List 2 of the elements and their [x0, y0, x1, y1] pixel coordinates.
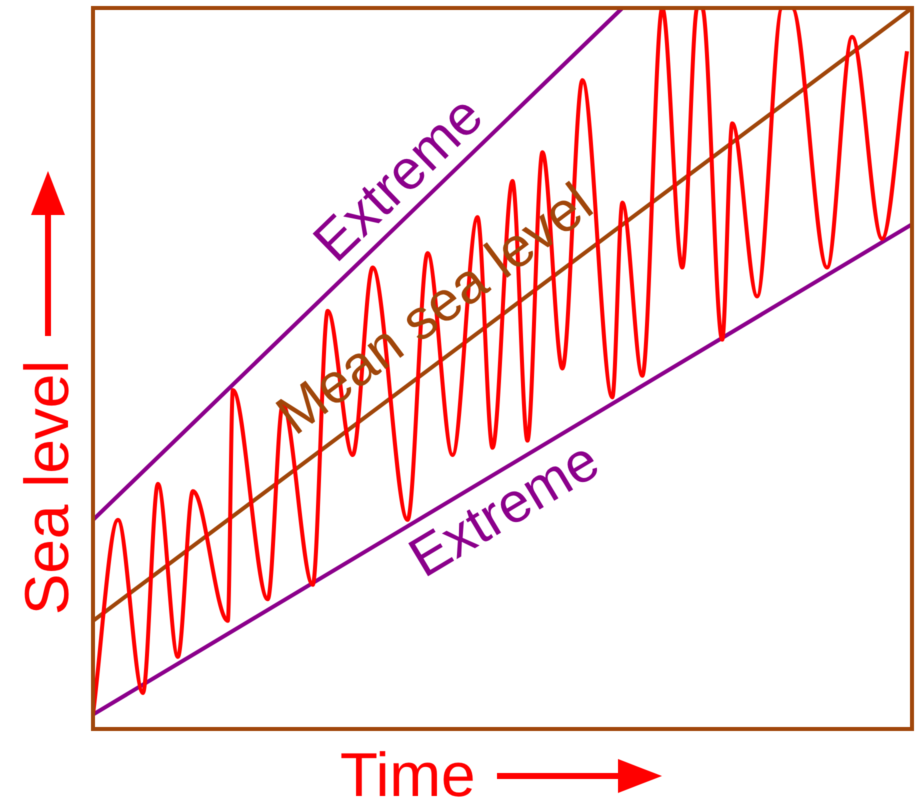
y-axis-title: Sea level: [13, 360, 82, 615]
x-axis-title: Time: [340, 741, 476, 807]
